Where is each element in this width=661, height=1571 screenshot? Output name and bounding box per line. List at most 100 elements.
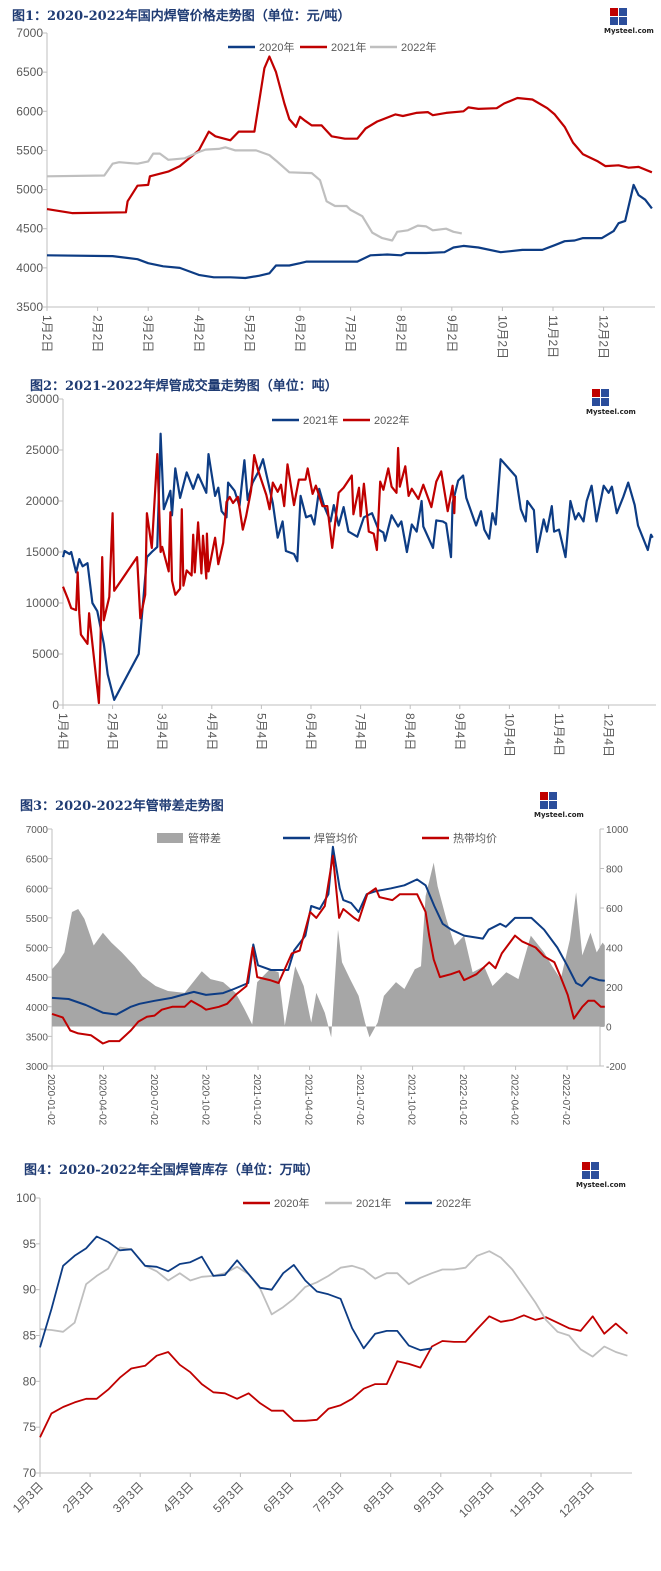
x-tick-label: 5月4日 [254, 713, 268, 750]
y-tick-label: 75 [23, 1420, 37, 1434]
legend-label: 管带差 [188, 831, 221, 845]
x-tick-label: 2月4日 [106, 713, 120, 750]
mysteel-logo: Mysteel.com [586, 389, 636, 419]
logo-text: Mysteel.com [586, 408, 636, 416]
legend-label: 2021年 [303, 413, 338, 427]
chart-4: 70 75 80 85 90 95 100 1月3日 2月3日 3月3日 4月3日 5月3日 6月3日 7… [10, 1191, 632, 1520]
x-tick-label: 2020-10-02 [200, 1074, 211, 1126]
x-tick-label: 3月4日 [155, 713, 169, 750]
y-tick-label: 5000 [16, 183, 43, 197]
y-tick-label: 5000 [26, 944, 49, 955]
chart-1: 3500 4000 4500 5000 5500 6000 6500 7000 1月2日 2月2日… [16, 26, 655, 359]
chart2-title: 图2：2021-2022年焊管成交量走势图（单位：吨） [30, 379, 338, 394]
x-tick-label: 8月4日 [403, 713, 417, 750]
x-tick-label: 2022-04-02 [509, 1074, 520, 1126]
x-tick-label: 2022-07-02 [560, 1074, 571, 1126]
x-tick-label: 2022-01-02 [457, 1074, 468, 1126]
y-tick-label: 4000 [16, 261, 43, 275]
x-tick-label: 12月2日 [597, 315, 611, 359]
y-tick-label: 4500 [16, 222, 43, 236]
x-tick-label: 12月3日 [556, 1479, 597, 1520]
y-tick-label: 6000 [26, 884, 49, 895]
x-tick-label: 1月4日 [56, 713, 70, 750]
y-tick-label: 70 [23, 1466, 37, 1480]
series-line-2022年 [46, 146, 463, 242]
series-line-2021年 [46, 55, 653, 215]
y2-tick-label: 200 [606, 983, 623, 994]
y-tick-label: 4000 [26, 1003, 49, 1014]
x-tick-label: 2021-07-02 [354, 1074, 365, 1126]
x-tick-label: 8月3日 [361, 1479, 397, 1515]
y-tick-label: 100 [16, 1191, 36, 1205]
y-tick-label: 90 [23, 1283, 37, 1297]
y-tick-label: 10000 [26, 596, 60, 610]
series-line-2020年 [39, 1314, 628, 1438]
x-tick-label: 11月2日 [546, 315, 560, 358]
x-tick-label: 4月3日 [160, 1479, 196, 1515]
legend-label: 2022年 [436, 1196, 471, 1210]
y-tick-label: 5500 [16, 143, 43, 157]
x-tick-label: 7月4日 [354, 713, 368, 750]
series-line-2022年 [39, 1235, 433, 1352]
y-tick-label: 4500 [26, 973, 49, 984]
mysteel-logo: Mysteel.com [534, 792, 584, 822]
x-tick-label: 11月4日 [552, 713, 566, 756]
x-tick-label: 11月3日 [507, 1479, 547, 1519]
chart1-title: 图1：2020-2022年国内焊管价格走势图（单位：元/吨） [12, 9, 351, 24]
y-tick-label: 6500 [16, 65, 43, 79]
legend-label: 2020年 [274, 1196, 309, 1210]
y-tick-label: 3000 [26, 1062, 49, 1073]
x-tick-label: 1月2日 [40, 315, 54, 352]
y-tick-label: 95 [23, 1237, 37, 1251]
y2-tick-label: 600 [606, 904, 623, 915]
legend-label: 热带均价 [453, 832, 497, 845]
x-tick-label: 7月2日 [344, 315, 358, 352]
y-tick-label: 5000 [32, 647, 59, 661]
series-line-2022年 [61, 446, 456, 705]
x-tick-label: 9月2日 [445, 315, 459, 352]
y-tick-label: 6500 [26, 855, 49, 866]
y-tick-label: 5500 [26, 914, 49, 925]
logo-text: Mysteel.com [576, 1181, 626, 1189]
legend-label: 2022年 [401, 40, 436, 54]
x-tick-label: 3月3日 [110, 1479, 146, 1515]
x-tick-label: 2021-04-02 [303, 1074, 314, 1126]
x-tick-label: 2月2日 [91, 315, 105, 352]
x-tick-label: 12月4日 [602, 713, 616, 757]
chart-2: 0 5000 10000 15000 20000 25000 30000 1月4日 2月4日 3月… [26, 392, 656, 757]
logo-text: Mysteel.com [534, 811, 584, 819]
y-tick-label: 25000 [26, 443, 60, 457]
x-tick-label: 9月4日 [453, 713, 467, 750]
series-line-2020年 [46, 183, 653, 280]
legend-swatch [157, 833, 183, 843]
y-tick-label: 3500 [26, 1032, 49, 1043]
x-tick-label: 1月3日 [10, 1479, 46, 1515]
y2-tick-label: -200 [606, 1062, 626, 1073]
x-tick-label: 6月2日 [293, 315, 307, 352]
x-tick-label: 8月2日 [394, 315, 408, 352]
x-tick-label: 2020-01-02 [45, 1074, 56, 1126]
y-tick-label: 7000 [16, 26, 43, 40]
y-tick-label: 30000 [26, 392, 60, 406]
x-tick-label: 4月2日 [192, 315, 206, 352]
y2-tick-label: 1000 [606, 825, 629, 836]
x-tick-label: 2月3日 [60, 1479, 96, 1515]
series-line-2021年 [61, 432, 654, 701]
x-tick-label: 7月3日 [310, 1479, 346, 1515]
y-tick-label: 3500 [16, 300, 43, 314]
x-tick-label: 2021-01-02 [251, 1074, 262, 1126]
x-tick-label: 4月4日 [205, 713, 219, 750]
series-line-焊管均价 [51, 845, 605, 1016]
legend-label: 焊管均价 [314, 831, 358, 845]
series-line-2021年 [39, 1246, 628, 1358]
x-tick-label: 5月3日 [210, 1479, 246, 1515]
x-tick-label: 5月2日 [242, 315, 256, 352]
y-tick-label: 80 [23, 1374, 37, 1388]
x-tick-label: 9月3日 [411, 1479, 447, 1515]
x-tick-label: 2021-10-02 [406, 1074, 417, 1126]
chart3-title: 图3：2020-2022年管带差走势图 [20, 799, 224, 814]
logo-text: Mysteel.com [604, 27, 654, 35]
legend-label: 2022年 [374, 413, 409, 427]
series-line-热带均价 [51, 854, 605, 1045]
chart4-title: 图4：2020-2022年全国焊管库存（单位：万吨） [24, 1163, 319, 1178]
